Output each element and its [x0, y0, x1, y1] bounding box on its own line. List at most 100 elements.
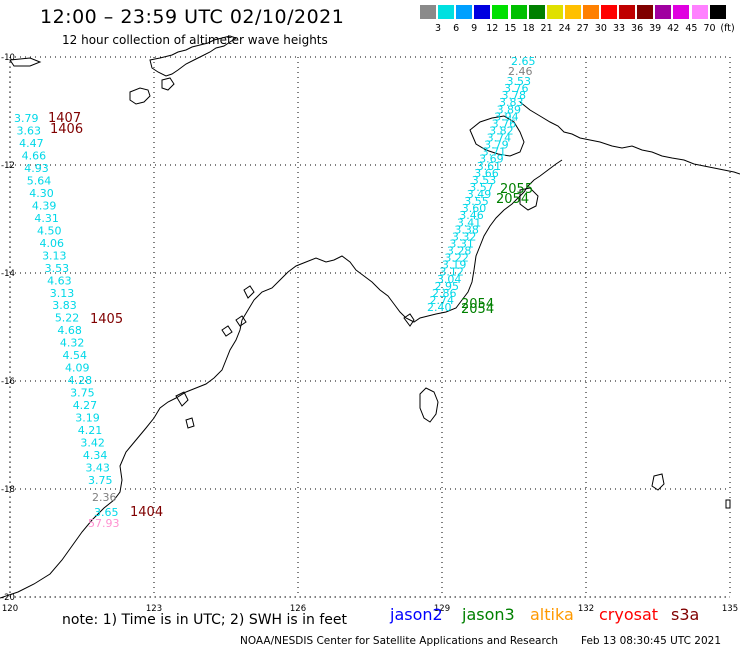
swh-value-west: 4.93 — [24, 162, 48, 175]
lon-label: 129 — [434, 604, 450, 614]
legend-swatch — [564, 5, 581, 19]
islet-4 — [221, 325, 233, 337]
satellite-name-altika: altika — [530, 605, 574, 624]
swh-value-east: 3.04 — [437, 273, 462, 286]
legend-swatch — [637, 5, 654, 19]
swh-value-east: 3.28 — [447, 245, 472, 258]
islet-1 — [403, 313, 415, 327]
coastline — [0, 35, 740, 599]
legend-swatch — [510, 5, 527, 19]
altimeter-tracks: 3.793.634.474.664.935.644.304.394.314.50… — [14, 55, 536, 530]
legend-swatch — [474, 5, 491, 19]
swh-value-east: 3.89 — [497, 103, 522, 116]
legend-swatch — [619, 5, 636, 19]
legend-label: 12 — [486, 23, 499, 34]
swh-value-east: 3.32 — [452, 230, 477, 243]
swh-value-west: 4.21 — [78, 424, 103, 437]
time-label: 2054 — [461, 302, 494, 317]
islet-7 — [651, 473, 665, 491]
legend-swatch — [546, 5, 563, 19]
arnhem-coast — [519, 101, 740, 175]
swh-value-east: 3.61 — [477, 160, 502, 173]
legend-swatch — [438, 5, 455, 19]
island-small-1 — [129, 87, 151, 105]
lat-label: -14 — [1, 269, 15, 279]
legend-label: 42 — [667, 23, 680, 34]
swh-value-west: 3.79 — [14, 112, 39, 125]
legend-swatch — [673, 5, 690, 19]
legend-swatch — [420, 5, 436, 19]
swh-value-east: 3.55 — [464, 195, 489, 208]
legend-label: 18 — [522, 23, 535, 34]
swh-value-west-pink: 57.93 — [88, 517, 120, 530]
satellite-name-cryosat: cryosat — [599, 605, 659, 624]
timestamp-text: Feb 13 08:30:45 UTC 2021 — [581, 635, 721, 647]
time-label: 2055 — [500, 182, 533, 197]
legend-swatch — [528, 5, 545, 19]
swh-value-east: 3.66 — [474, 167, 499, 180]
swh-value-west: 3.42 — [80, 437, 105, 450]
footnote: note: 1) Time is in UTC; 2) SWH is in fe… — [62, 612, 348, 628]
legend-label: 24 — [558, 23, 571, 34]
legend-swatch — [709, 5, 726, 19]
swh-value-east: 3.79 — [484, 139, 509, 152]
swh-value-west: 4.66 — [22, 149, 47, 162]
legend-swatch — [492, 5, 509, 19]
island-bathurst — [419, 387, 439, 423]
page-subtitle: 12 hour collection of altimeter wave hei… — [62, 33, 328, 47]
swh-value-east: 3.49 — [467, 188, 492, 201]
legend-label: 3 — [434, 23, 442, 34]
lat-label: -16 — [1, 377, 15, 387]
swh-value-west: 3.53 — [45, 262, 70, 275]
lon-label: 123 — [146, 604, 162, 614]
legend-label: 30 — [594, 23, 607, 34]
time-label: 2054 — [461, 297, 494, 312]
swh-value-east: 3.53 — [472, 174, 497, 187]
swh-value-east: 3.31 — [449, 237, 474, 250]
swh-value-west: 5.64 — [27, 174, 52, 187]
islet-2 — [243, 285, 255, 299]
swh-value-west: 4.30 — [29, 187, 54, 200]
swh-value-east: 3.74 — [487, 132, 512, 145]
swh-value-west: 4.06 — [40, 237, 65, 250]
legend-swatch — [582, 5, 599, 19]
swh-value-east: 2.40 — [427, 301, 452, 314]
swh-value-east: 2.95 — [434, 280, 459, 293]
swh-value-west: 4.32 — [60, 337, 84, 350]
island-small-2 — [161, 77, 175, 91]
islet-8 — [725, 499, 731, 509]
swh-value-west: 4.63 — [47, 274, 71, 287]
swh-value-east: 3.60 — [462, 202, 487, 215]
island-timor — [149, 35, 238, 77]
swh-value-west: 4.34 — [83, 449, 108, 462]
swh-value-west: 4.28 — [68, 374, 93, 387]
swh-value-east: 3.38 — [454, 223, 479, 236]
swh-value-east: 3.57 — [469, 181, 494, 194]
swh-value-east: 3.83 — [499, 96, 524, 109]
legend-label: 6 — [453, 23, 460, 34]
legend-swatch — [456, 5, 473, 19]
legend-label: 33 — [612, 23, 626, 34]
swh-value-west: 4.31 — [34, 212, 59, 225]
swh-value-west: 3.75 — [70, 387, 95, 400]
swh-value-east: 2.65 — [511, 55, 536, 68]
time-label: 2054 — [496, 192, 529, 207]
swh-value-west: 3.75 — [88, 474, 113, 487]
swh-value-east: 3.69 — [479, 153, 504, 166]
swh-value-west: 5.22 — [55, 312, 80, 325]
islet-3 — [235, 315, 247, 327]
legend-label: 70 — [703, 23, 716, 34]
legend-swatch — [655, 5, 672, 19]
legend-label: 27 — [576, 23, 589, 34]
swh-value-east: 3.12 — [439, 266, 464, 279]
lat-label: -20 — [1, 593, 15, 603]
swh-value-east: 3.22 — [444, 252, 469, 265]
legend-swatch — [691, 5, 708, 19]
swh-value-west: 4.09 — [65, 362, 90, 375]
swh-value-east: 3.78 — [502, 89, 526, 102]
lat-label: -12 — [1, 161, 15, 171]
swh-value-west: 4.68 — [57, 324, 82, 337]
lat-label: -18 — [1, 485, 15, 495]
swh-value-east: 3.19 — [442, 259, 467, 272]
